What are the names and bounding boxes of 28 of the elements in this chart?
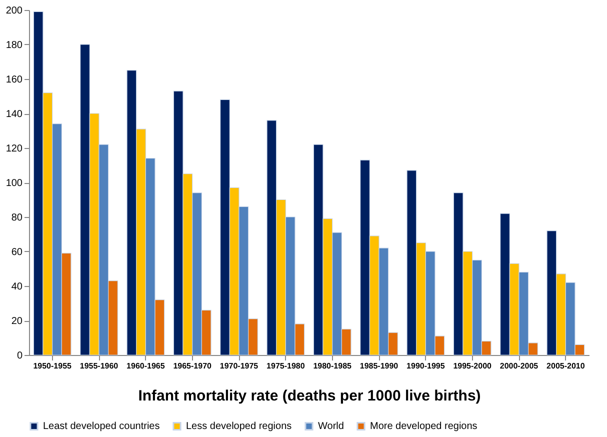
x-tick-label: 2005-2010 (546, 362, 586, 370)
x-axis-title: Infant mortality rate (deaths per 1000 live births) (138, 388, 481, 404)
y-tick-label: 80 (11, 212, 23, 224)
y-tick-label: 100 (6, 178, 23, 189)
x-tick-label: 2000-2005 (500, 362, 539, 370)
x-tick-label: 1970-1975 (220, 362, 259, 370)
y-tick-label: 60 (11, 247, 23, 258)
x-tick-label: 1990-1995 (406, 362, 446, 370)
x-tick-label: 1975-1980 (266, 362, 306, 370)
x-tick-label: 1980-1985 (313, 362, 352, 370)
y-tick-label: 180 (6, 40, 23, 51)
legend-label: Least developed countries (43, 421, 160, 432)
legend-label: More developed regions (370, 421, 478, 432)
y-tick-label: 120 (6, 144, 23, 154)
y-tick-label: 0 (16, 350, 23, 362)
y-tick-label: 200 (6, 6, 23, 16)
y-tick-label: 40 (11, 282, 23, 292)
x-tick-label: 1995-2000 (453, 362, 492, 370)
y-tick-label: 140 (6, 109, 23, 120)
x-tick-label: 1960-1965 (126, 362, 166, 370)
y-tick-label: 160 (6, 74, 23, 86)
legend-label: Less developed regions (186, 421, 292, 432)
y-tick-label: 20 (11, 316, 23, 327)
x-tick-label: 1985-1990 (360, 362, 399, 370)
x-tick-label: 1965-1970 (173, 362, 212, 370)
x-tick-label: 1955-1960 (80, 362, 119, 370)
legend-label: World (318, 421, 344, 432)
x-tick-label: 1950-1955 (33, 362, 72, 370)
